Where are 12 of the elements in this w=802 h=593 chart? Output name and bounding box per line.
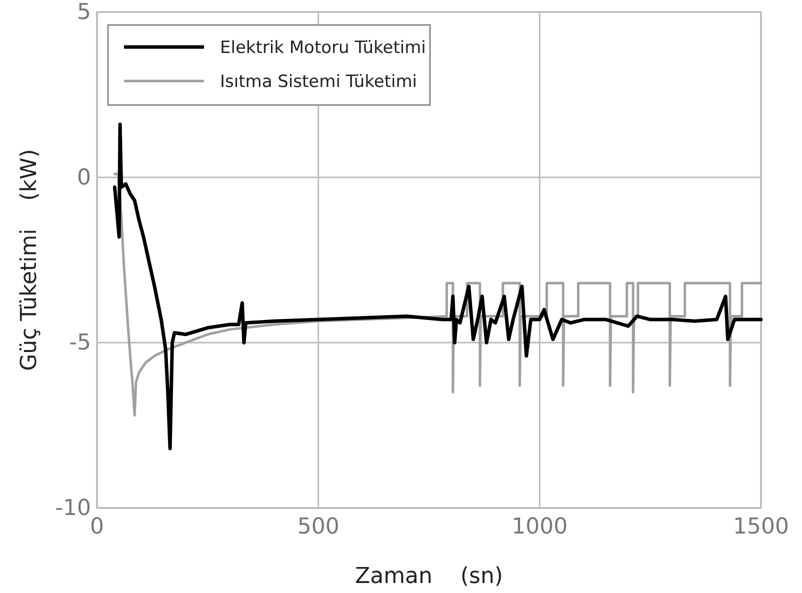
y-axis-title: Güç Tüketimi (kW)	[17, 149, 42, 371]
legend-label: Elektrik Motoru Tüketimi	[220, 38, 426, 58]
y-tick-label: 0	[77, 165, 91, 190]
x-axis-title: Zaman (sn)	[355, 564, 503, 589]
x-tick-label: 1000	[512, 514, 568, 540]
line-series	[112, 122, 763, 450]
y-tick-label: 5	[77, 0, 91, 26]
x-tick-label: 1500	[733, 514, 789, 540]
y-tick-label: -5	[69, 330, 91, 356]
legend-label: Isıtma Sistemi Tüketimi	[220, 72, 418, 92]
x-tick-label: 500	[297, 514, 340, 540]
y-tick-label: -10	[55, 496, 91, 522]
